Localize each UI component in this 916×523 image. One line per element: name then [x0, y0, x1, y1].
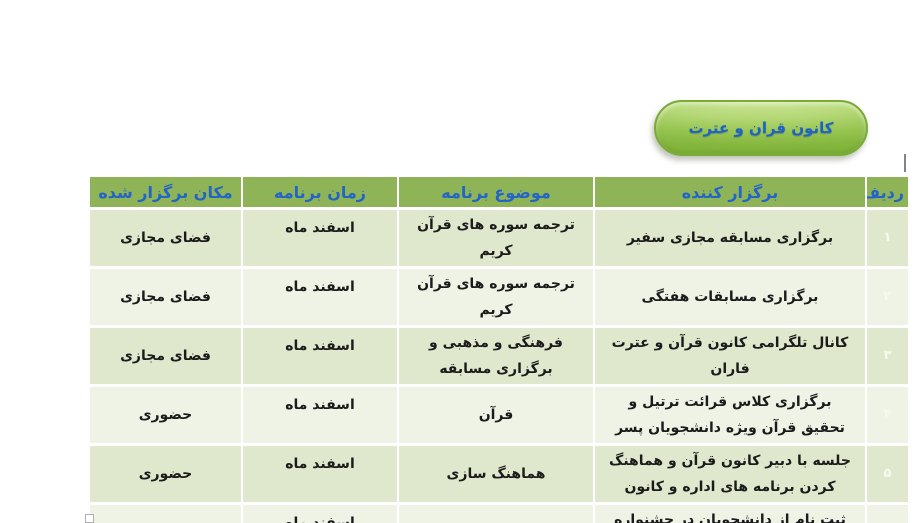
cell-place[interactable]: حضوری — [88, 443, 243, 505]
cell-radif[interactable]: ۴ — [865, 384, 910, 446]
cell-organizer[interactable]: برگزاری مسابقه مجازی سفیر — [593, 207, 867, 269]
table-row: ۶ثبت نام از دانشجویان در جشنواره قرآن و … — [88, 502, 910, 523]
cell-subject[interactable]: قرآن — [397, 384, 595, 446]
table-row: ۳ کانال تلگرامی کانون قرآن و عترت فاران فر… — [88, 325, 910, 387]
cell-time[interactable]: اسفند ماه — [241, 207, 399, 269]
quran-center-badge-label: کانون قران و عترت — [688, 119, 834, 137]
cell-subject[interactable]: ترجمه سوره های قرآن کریم — [397, 207, 595, 269]
cell-place[interactable]: حضوری — [88, 384, 243, 446]
table-row: ۵ جلسه با دبیر کانون قرآن و هماهنگ کردن ب… — [88, 443, 910, 505]
cell-place[interactable]: فضای مجازی — [88, 325, 243, 387]
column-header-organizer[interactable]: برگزار کننده — [593, 174, 867, 210]
cell-time[interactable]: اسفند ماه — [241, 443, 399, 505]
cell-organizer[interactable]: ثبت نام از دانشجویان در جشنواره قرآن و ع… — [593, 502, 867, 523]
cell-time[interactable]: اسفند ماه — [241, 384, 399, 446]
cell-radif[interactable]: ۱ — [865, 207, 910, 269]
cell-radif[interactable]: ۳ — [865, 325, 910, 387]
selection-handle[interactable] — [85, 514, 94, 523]
cell-place[interactable]: فضای مجازی — [88, 207, 243, 269]
table-row: ۱ برگزاری مسابقه مجازی سفیر ترجمه سوره های… — [88, 207, 910, 269]
cell-place[interactable]: فضای مجازی — [88, 266, 243, 328]
cell-subject[interactable]: هماهنگ سازی — [397, 443, 595, 505]
table-row: ۴ برگزاری کلاس قرائت ترتیل و تحقیق قرآن و… — [88, 384, 910, 446]
column-header-radif[interactable]: ردیف — [865, 174, 910, 210]
cell-subject[interactable]: ثبت نام — [397, 502, 595, 523]
cell-time[interactable]: اسفند ماه — [241, 325, 399, 387]
quran-center-badge[interactable]: کانون قران و عترت — [654, 100, 868, 156]
cell-organizer[interactable]: برگزاری مسابقات هفتگی — [593, 266, 867, 328]
cell-organizer[interactable]: کانال تلگرامی کانون قرآن و عترت فاران — [593, 325, 867, 387]
cell-subject[interactable]: ترجمه سوره های قرآن کریم — [397, 266, 595, 328]
column-header-subject[interactable]: موضوع برنامه — [397, 174, 595, 210]
table-row: ۲ برگزاری مسابقات هفتگی ترجمه سوره های قرآ… — [88, 266, 910, 328]
cell-organizer[interactable]: جلسه با دبیر کانون قرآن و هماهنگ کردن بر… — [593, 443, 867, 505]
cell-time[interactable]: اسفند ماه — [241, 266, 399, 328]
text-caret-mark — [904, 154, 906, 172]
column-header-place[interactable]: مکان برگزار شده — [88, 174, 243, 210]
cell-radif[interactable]: ۲ — [865, 266, 910, 328]
cell-organizer[interactable]: برگزاری کلاس قرائت ترتیل و تحقیق قرآن وی… — [593, 384, 867, 446]
cell-subject[interactable]: فرهنگی و مذهبی و برگزاری مسابقه — [397, 325, 595, 387]
cell-place[interactable]: حضوری — [88, 502, 243, 523]
cell-time[interactable]: اسفند ماه — [241, 502, 399, 523]
cell-radif[interactable]: ۵ — [865, 443, 910, 505]
cell-radif[interactable]: ۶ — [865, 502, 910, 523]
column-header-time[interactable]: زمان برنامه — [241, 174, 399, 210]
table-body: ۱ برگزاری مسابقه مجازی سفیر ترجمه سوره های… — [88, 207, 910, 523]
